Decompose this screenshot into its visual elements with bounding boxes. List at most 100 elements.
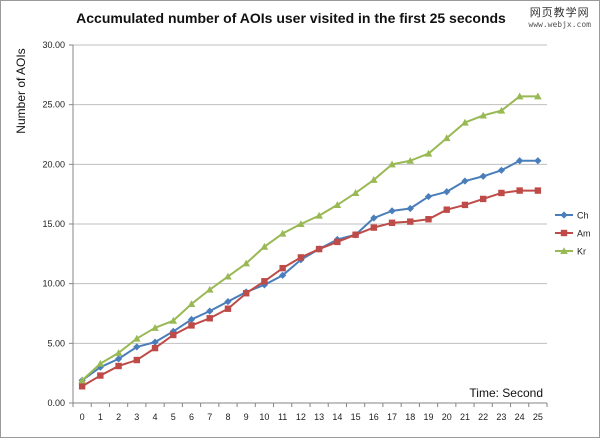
data-point-kr xyxy=(133,334,141,342)
data-point-am xyxy=(443,206,450,213)
data-point-kr xyxy=(242,259,250,267)
data-point-kr xyxy=(205,285,214,293)
x-tick-label: 10 xyxy=(259,412,269,422)
x-tick-label: 23 xyxy=(496,412,506,422)
chart-title: Accumulated number of AOIs user visited … xyxy=(76,10,506,26)
y-tick-label: 15.00 xyxy=(42,219,65,229)
data-point-kr xyxy=(333,201,342,208)
data-point-am xyxy=(334,238,341,246)
series-am xyxy=(78,187,542,390)
x-tick-label: 25 xyxy=(533,412,543,422)
data-point-am xyxy=(352,231,359,238)
data-point-kr xyxy=(187,300,196,307)
data-point-kr xyxy=(479,111,487,119)
x-tick-label: 11 xyxy=(278,412,287,422)
x-tick-label: 14 xyxy=(332,412,342,422)
legend-label-am: Am xyxy=(577,229,591,239)
data-point-kr xyxy=(424,149,433,157)
data-point-ch xyxy=(479,172,487,180)
data-point-am xyxy=(133,356,141,364)
legend: Ch Am Kr xyxy=(555,211,591,257)
data-point-kr xyxy=(370,176,378,183)
data-point-ch xyxy=(424,192,433,201)
legend-item-am: Am xyxy=(555,229,591,239)
data-point-am xyxy=(297,254,305,261)
data-point-am xyxy=(261,278,268,285)
series-layer xyxy=(78,92,542,390)
series-line-kr xyxy=(81,95,538,382)
data-point-am xyxy=(279,264,286,272)
legend-marker-kr xyxy=(560,247,568,255)
watermark-url: www.webjx.com xyxy=(528,20,591,29)
data-point-am xyxy=(206,315,213,322)
data-point-kr xyxy=(315,211,323,219)
x-tick-label: 15 xyxy=(351,412,361,422)
x-tick-label: 24 xyxy=(515,412,525,422)
data-point-ch xyxy=(497,166,506,174)
legend-item-kr: Kr xyxy=(555,247,586,257)
data-point-am xyxy=(516,187,523,194)
data-point-ch xyxy=(279,271,287,279)
data-point-kr xyxy=(461,118,469,126)
data-point-am xyxy=(388,219,396,227)
data-point-kr xyxy=(297,220,305,228)
data-point-am xyxy=(315,245,323,253)
x-tick-label: 9 xyxy=(244,412,249,422)
x-axis-label: Time: Second xyxy=(469,386,543,400)
data-point-kr xyxy=(497,106,506,114)
x-tick-label: 21 xyxy=(460,412,470,422)
x-tick-label: 12 xyxy=(296,412,306,422)
data-point-am xyxy=(370,224,378,231)
legend-marker-ch xyxy=(560,211,568,219)
data-point-am xyxy=(115,362,122,370)
data-point-ch xyxy=(169,327,177,335)
legend-label-ch: Ch xyxy=(577,211,589,221)
data-point-kr xyxy=(151,324,159,331)
data-point-ch xyxy=(151,338,159,346)
data-point-ch xyxy=(516,157,524,165)
data-point-kr xyxy=(406,156,415,164)
x-tick-label: 20 xyxy=(442,412,452,422)
x-tick-label: 5 xyxy=(171,412,176,422)
x-tick-label: 7 xyxy=(207,412,212,422)
data-point-kr xyxy=(515,92,524,100)
data-point-am xyxy=(170,331,177,339)
data-point-kr xyxy=(78,376,86,384)
x-tick-label: 18 xyxy=(405,412,415,422)
series-line-ch xyxy=(81,159,538,382)
data-point-am xyxy=(479,195,487,203)
data-point-am xyxy=(498,189,505,197)
data-point-ch xyxy=(534,157,542,165)
y-tick-label: 20.00 xyxy=(42,159,65,169)
data-point-ch xyxy=(406,204,414,213)
legend-marker-am xyxy=(560,229,568,237)
data-point-kr xyxy=(224,272,232,280)
data-point-ch xyxy=(187,315,196,324)
x-tick-label: 1 xyxy=(98,412,103,422)
y-tick-label: 25.00 xyxy=(42,100,65,110)
x-tick-label: 3 xyxy=(134,412,139,422)
legend-item-ch: Ch xyxy=(555,211,589,221)
data-point-am xyxy=(425,216,432,223)
data-point-kr xyxy=(442,134,451,142)
data-point-am xyxy=(534,187,542,194)
x-tick-label: 22 xyxy=(478,412,488,422)
data-point-am xyxy=(224,305,232,312)
series-ch xyxy=(78,157,542,384)
x-tick-label: 16 xyxy=(369,412,379,422)
data-point-am xyxy=(97,372,104,379)
data-point-ch xyxy=(443,188,451,196)
data-point-kr xyxy=(114,349,123,356)
gridlines xyxy=(73,44,547,344)
x-tick-label: 6 xyxy=(189,412,194,422)
data-point-ch xyxy=(96,363,104,371)
x-tick-label: 17 xyxy=(387,412,397,422)
x-tick-label: 4 xyxy=(153,412,158,422)
data-point-kr xyxy=(534,92,542,100)
y-tick-label: 30.00 xyxy=(42,40,65,50)
y-tick-label: 0.00 xyxy=(47,398,65,408)
data-point-kr xyxy=(260,242,269,250)
data-point-ch xyxy=(114,355,123,363)
